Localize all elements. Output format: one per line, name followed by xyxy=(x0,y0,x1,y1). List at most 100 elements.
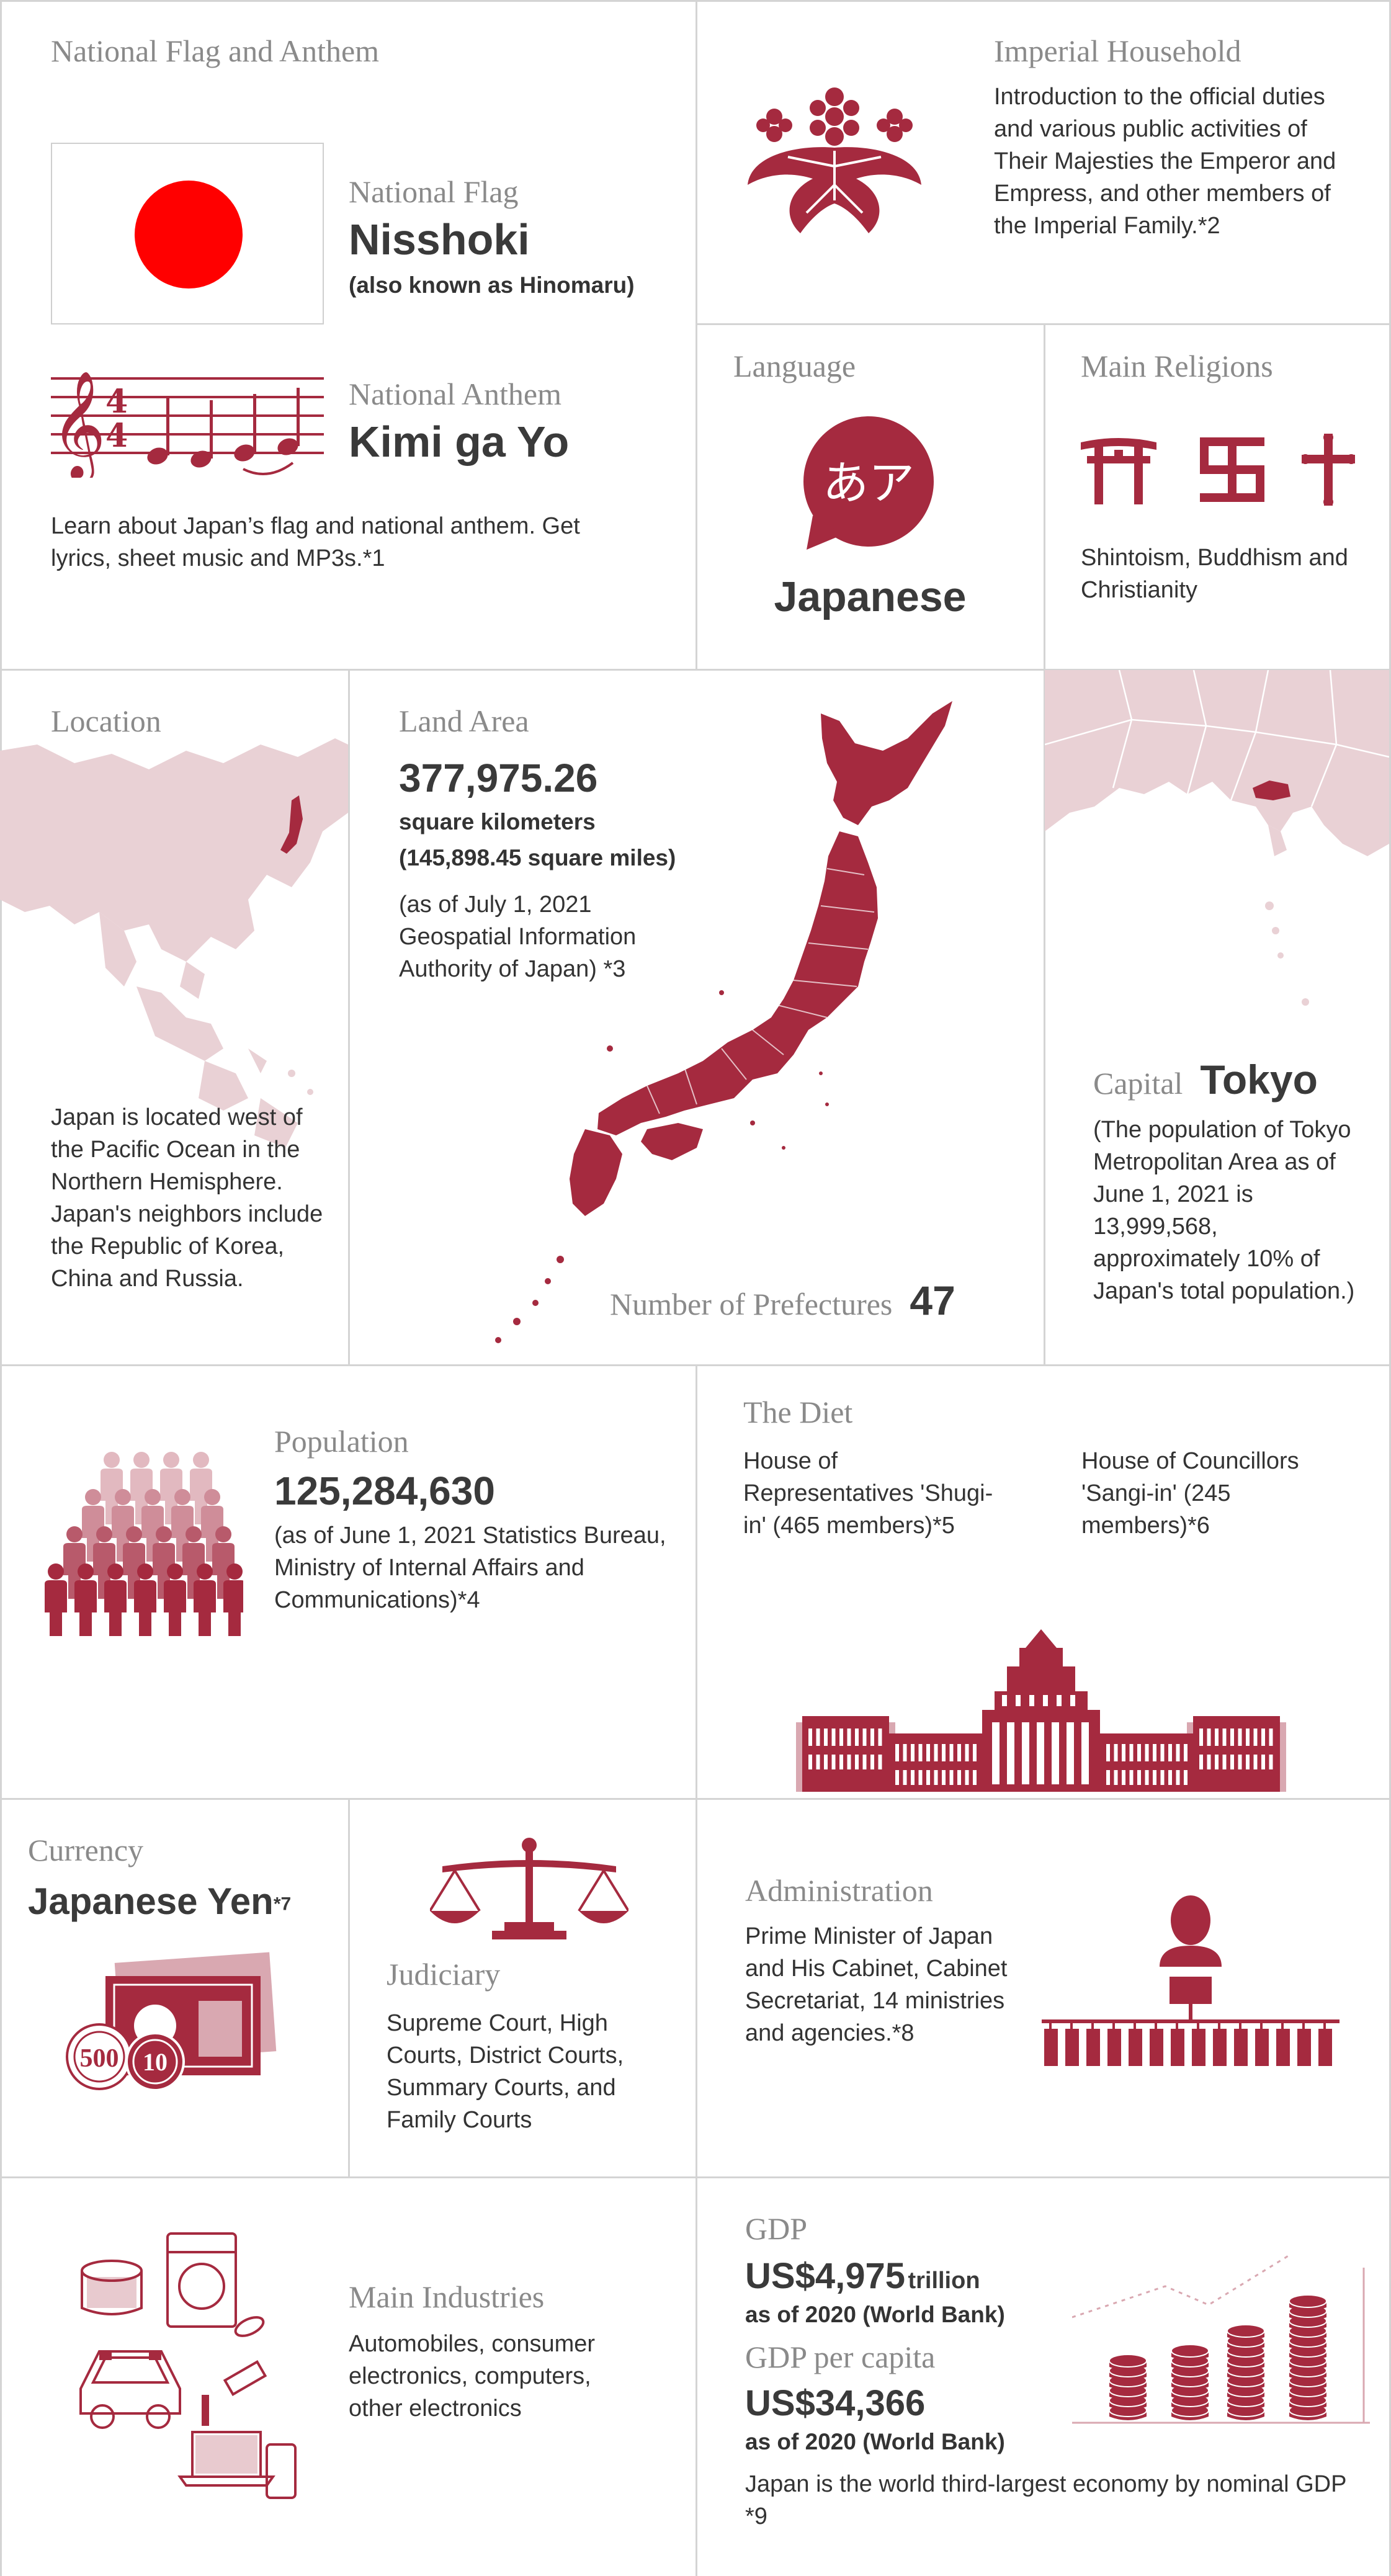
industries-description: Automobiles, consumer electronics, compu… xyxy=(349,2331,596,2422)
section-heading: Main Industries xyxy=(349,2279,545,2314)
flag-sun-disc xyxy=(135,181,243,288)
gdp-per-capita-value: US$34,366 xyxy=(745,2383,926,2423)
section-heading: Location xyxy=(51,704,161,738)
land-area-miles: (145,898.45 square miles) xyxy=(399,845,676,870)
anthem-name: Kimi ga Yo xyxy=(349,418,570,466)
gdp-value-row: US$4,975 trillion xyxy=(745,2255,980,2297)
section-heading: GDP xyxy=(745,2211,808,2246)
svg-text:500: 500 xyxy=(80,2044,119,2073)
language-glyph: あア xyxy=(823,457,915,510)
land-area-unit: square kilometers xyxy=(399,809,596,834)
scales-of-justice-icon xyxy=(430,1838,628,1939)
house-of-councillors: House of Councillors 'Sangi-in' (245 mem… xyxy=(1081,1448,1299,1539)
flag-name: Nisshoki xyxy=(349,215,530,264)
prefectures-value: 47 xyxy=(910,1277,955,1323)
capital-value: Tokyo xyxy=(1200,1057,1318,1102)
japan-map xyxy=(495,701,952,1343)
section-heading: Administration xyxy=(745,1873,933,1908)
svg-text:4: 4 xyxy=(105,383,128,421)
currency-value-wrap: Japanese Yen*7 xyxy=(28,1880,291,1923)
section-heading: Language xyxy=(733,349,856,383)
person-icon xyxy=(164,1563,186,1636)
imperial-description: Introduction to the official duties and … xyxy=(994,84,1336,239)
currency-section: Currency Japanese Yen*7 500 10 xyxy=(0,1799,348,2176)
svg-text:𝄞: 𝄞 xyxy=(51,370,106,478)
grid-rule xyxy=(0,0,2,2576)
coin-stacks-chart-icon xyxy=(1072,2254,1370,2424)
grid-rule xyxy=(1044,323,1045,1364)
land-area-note: (as of July 1, 2021 Geospatial Informati… xyxy=(399,892,637,982)
cross-icon xyxy=(1302,434,1355,506)
currency-note: *7 xyxy=(273,1894,292,1915)
capital-description: (The population of Tokyo Metropolitan Ar… xyxy=(1093,1117,1355,1304)
japan-flag xyxy=(51,143,324,324)
religions-description: Shintoism, Buddhism and Christianity xyxy=(1081,545,1348,603)
org-chart-icon xyxy=(1042,1895,1340,2066)
speech-bubble-icon: あア xyxy=(800,416,937,553)
judiciary-section: Judiciary Supreme Court, High Courts, Di… xyxy=(349,1799,696,2176)
flag-anthem-section: National Flag and Anthem National Flag N… xyxy=(0,0,696,669)
gdp-per-capita-heading: GDP per capita xyxy=(745,2340,936,2374)
manji-icon xyxy=(1200,437,1264,502)
gdp-per-capita-asof: as of 2020 (World Bank) xyxy=(745,2429,1005,2454)
section-heading: National Flag and Anthem xyxy=(51,34,380,68)
flag-aka: (also known as Hinomaru) xyxy=(349,272,635,298)
world-map xyxy=(0,738,348,1148)
gdp-section: GDP US$4,975 trillion as of 2020 (World … xyxy=(697,2178,1389,2576)
location-section: Location Japan is located west of the Pa… xyxy=(0,670,348,1364)
grid-rule xyxy=(696,1364,697,2576)
industries-section: Main Industries Automobiles, consumer el… xyxy=(0,2178,696,2576)
judiciary-description: Supreme Court, High Courts, District Cou… xyxy=(387,2010,624,2133)
grid-rule xyxy=(348,1798,350,2178)
section-heading: Judiciary xyxy=(387,1957,501,1992)
grid-rule xyxy=(696,0,697,670)
location-description: Japan is located west of the Pacific Oce… xyxy=(51,1104,323,1292)
svg-text:4: 4 xyxy=(105,417,128,455)
gdp-unit: trillion xyxy=(908,2268,980,2294)
person-icon xyxy=(74,1563,97,1636)
language-section: Language あア Japanese xyxy=(696,323,1044,669)
currency-value: Japanese Yen xyxy=(28,1881,274,1922)
person-icon xyxy=(223,1563,243,1636)
kanto-map xyxy=(1045,670,1389,1006)
gdp-note: Japan is the world third-largest economy… xyxy=(745,2471,1346,2529)
grid-rule xyxy=(1389,0,1391,2576)
administration-section: Administration Prime Minister of Japan a… xyxy=(697,1799,1389,2176)
person-icon xyxy=(45,1563,67,1636)
section-heading: Population xyxy=(274,1424,409,1459)
section-heading: The Diet xyxy=(743,1395,853,1429)
section-heading: Imperial Household xyxy=(994,34,1241,68)
capital-header: Capital Tokyo xyxy=(1093,1056,1318,1103)
grid-rule xyxy=(348,669,350,1365)
imperial-section: Imperial Household Introduction to the o… xyxy=(696,0,1390,323)
house-of-representatives: House of Representatives 'Shugi-in' (465… xyxy=(743,1448,993,1539)
population-section: Population 125,284,630 (as of June 1, 20… xyxy=(0,1366,696,1798)
speech-bubble-shape xyxy=(803,416,934,550)
flag-anthem-description: Learn about Japan’s flag and national an… xyxy=(51,513,580,571)
population-value: 125,284,630 xyxy=(274,1469,495,1513)
people-crowd-icon xyxy=(45,1452,243,1636)
section-heading: Capital xyxy=(1093,1066,1183,1101)
svg-text:10: 10 xyxy=(143,2048,168,2076)
paulownia-crest-icon xyxy=(748,87,921,233)
torii-icon xyxy=(1081,438,1156,504)
capital-section: Capital Tokyo (The population of Tokyo M… xyxy=(1045,670,1389,1364)
yen-money-icon: 500 10 xyxy=(66,1952,277,2091)
administration-description: Prime Minister of Japan and His Cabinet,… xyxy=(745,1923,1008,2046)
music-staff-icon: 𝄞 4 4 xyxy=(51,370,324,478)
section-heading: Currency xyxy=(28,1833,144,1867)
diet-section: The Diet House of Representatives 'Shugi… xyxy=(697,1366,1389,1798)
section-heading: Land Area xyxy=(399,704,529,738)
language-value: Japanese xyxy=(774,573,967,620)
prefectures: Number of Prefectures 47 xyxy=(610,1277,955,1324)
section-heading: Main Religions xyxy=(1081,349,1273,383)
prefectures-label: Number of Prefectures xyxy=(610,1287,893,1322)
gdp-value: US$4,975 xyxy=(745,2256,905,2296)
land-area-value: 377,975.26 xyxy=(399,756,598,800)
person-icon xyxy=(104,1563,127,1636)
population-note: (as of June 1, 2021 Statistics Bureau, M… xyxy=(274,1523,666,1613)
religions-section: Main Religions Shintoism, Buddhism and C… xyxy=(1045,323,1390,669)
flag-label: National Flag xyxy=(349,174,519,209)
gdp-asof: as of 2020 (World Bank) xyxy=(745,2302,1005,2327)
industry-products-icon xyxy=(79,2232,297,2499)
